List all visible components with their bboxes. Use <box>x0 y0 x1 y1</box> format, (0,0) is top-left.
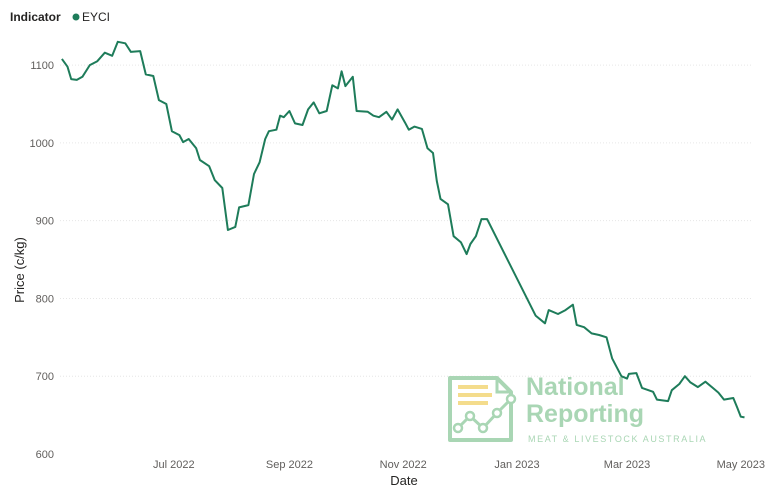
y-tick-label: 900 <box>36 216 54 228</box>
legend-marker <box>72 13 80 21</box>
x-tick-label: Mar 2023 <box>604 459 650 471</box>
watermark-line2: Reporting <box>526 400 644 428</box>
x-tick-label: Jul 2022 <box>153 459 195 471</box>
y-tick-label: 1000 <box>30 138 54 150</box>
x-tick-label: Jan 2023 <box>494 459 539 471</box>
legend-title: Indicator <box>10 10 61 24</box>
watermark-tagline: MEAT & LIVESTOCK AUSTRALIA <box>528 434 707 444</box>
y-axis-title: Price (c/kg) <box>12 237 27 303</box>
y-tick-label: 600 <box>36 449 54 461</box>
x-tick-label: May 2023 <box>717 459 765 471</box>
national-reporting-logo: National Reporting MEAT & LIVESTOCK AUST… <box>448 373 707 444</box>
series-line-eyci <box>61 40 745 419</box>
report-chart-icon <box>448 376 517 442</box>
y-tick-label: 700 <box>36 371 54 383</box>
x-axis-title: Date <box>390 473 417 488</box>
y-tick-label: 800 <box>36 293 54 305</box>
watermark-line1: National <box>526 373 625 401</box>
legend-label: EYCI <box>82 10 110 24</box>
x-tick-label: Sep 2022 <box>266 459 313 471</box>
y-tick-label: 1100 <box>30 60 54 72</box>
x-tick-label: Nov 2022 <box>380 459 427 471</box>
